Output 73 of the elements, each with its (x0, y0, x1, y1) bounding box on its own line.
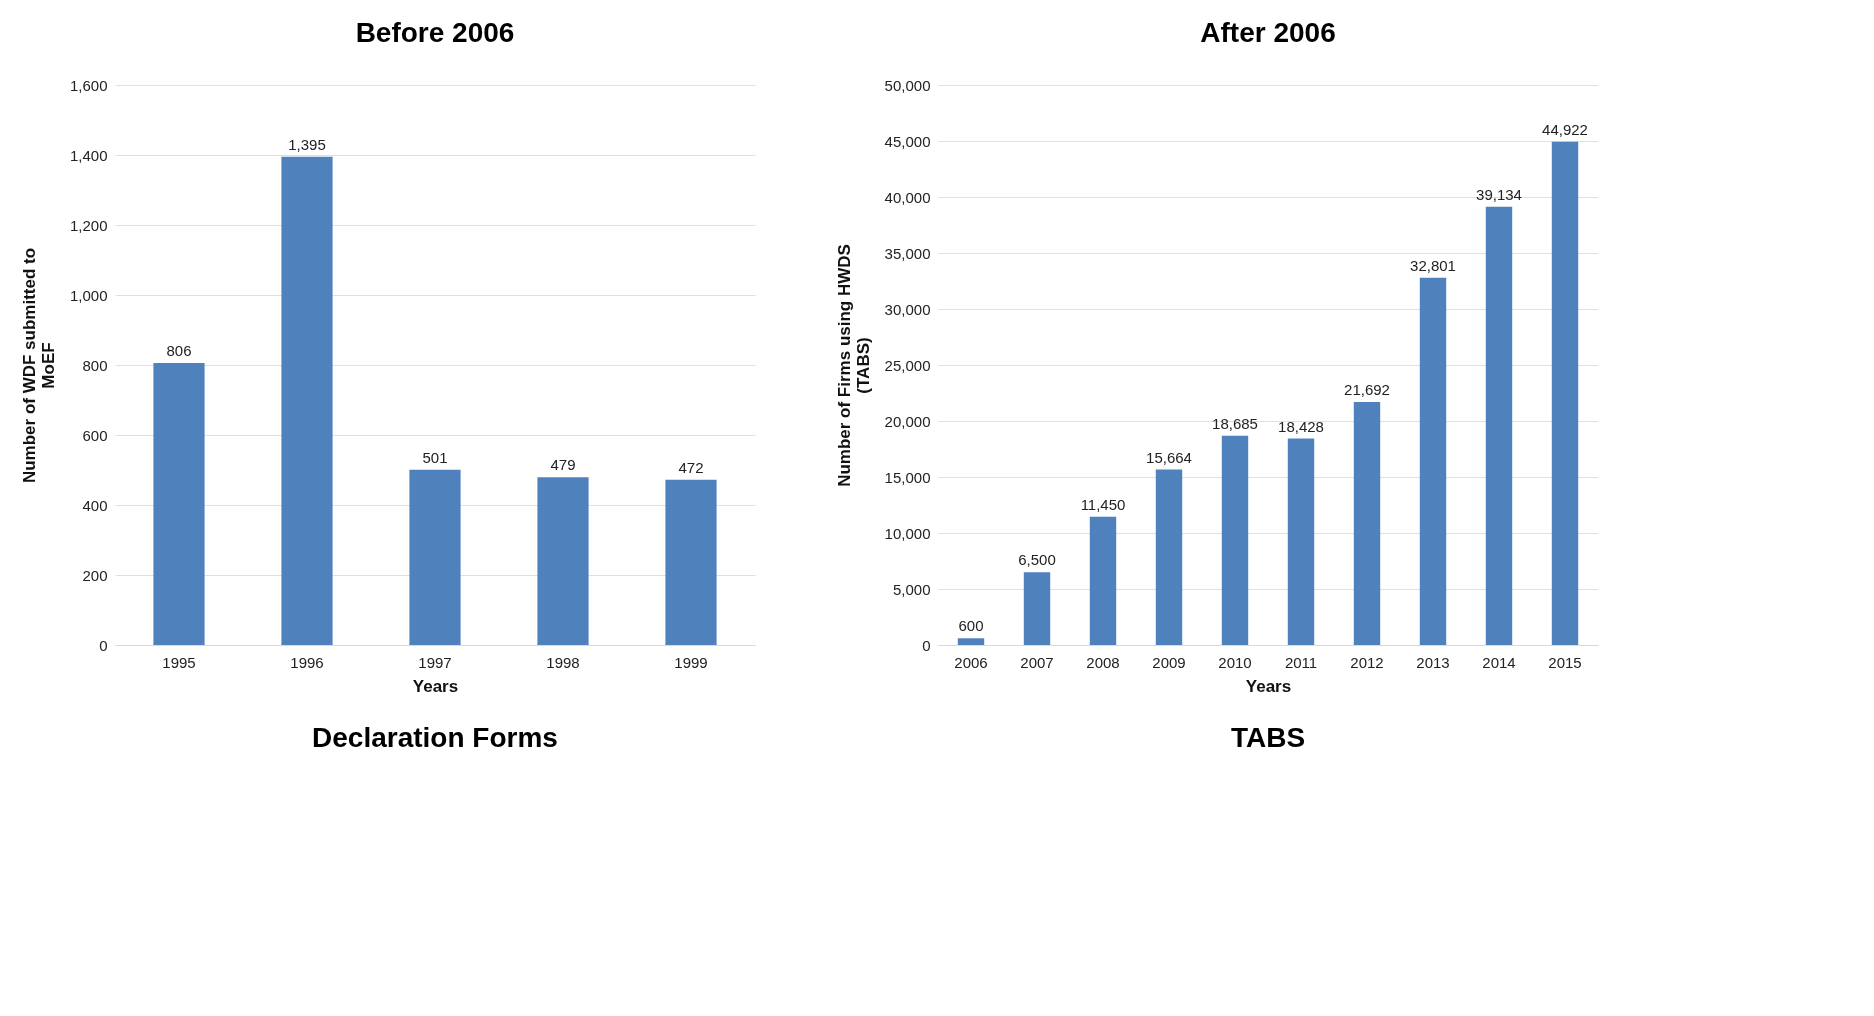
bar (1353, 402, 1381, 645)
data-label: 472 (678, 458, 704, 476)
y-axis-title: Number of WDF submitted to MoEF (19, 247, 58, 484)
bar (1551, 141, 1579, 645)
bar (1287, 438, 1315, 645)
y-tick-label: 200 (82, 566, 108, 584)
data-label: 11,450 (1080, 495, 1126, 513)
data-label: 600 (958, 617, 984, 635)
bar (957, 638, 985, 645)
x-axis-title: Years (412, 676, 459, 696)
data-label: 39,134 (1476, 185, 1522, 203)
y-tick-label: 800 (82, 356, 108, 374)
x-tick-label: 2015 (1548, 653, 1582, 671)
x-tick-label: 1998 (546, 653, 580, 671)
y-tick-label: 25,000 (884, 356, 931, 374)
data-label: 44,922 (1542, 120, 1588, 138)
bar (1221, 435, 1249, 645)
y-tick-label: 40,000 (884, 188, 931, 206)
y-tick-label: 10,000 (884, 524, 931, 542)
x-tick-label: 2008 (1086, 653, 1120, 671)
x-tick-label: 2009 (1152, 653, 1186, 671)
y-tick-label: 35,000 (884, 244, 931, 262)
y-tick-label: 600 (82, 426, 108, 444)
y-tick-label: 30,000 (884, 300, 931, 318)
data-label: 479 (550, 456, 576, 474)
data-label: 501 (422, 448, 448, 466)
y-tick-label: 0 (922, 636, 931, 654)
x-tick-label: 2013 (1416, 653, 1450, 671)
y-tick-label: 5,000 (892, 580, 931, 598)
bar (537, 477, 589, 645)
y-tick-label: 1,200 (69, 216, 108, 234)
y-tick-label: 15,000 (884, 468, 931, 486)
data-label: 32,801 (1410, 256, 1456, 274)
chart-title: Before 2006 (355, 17, 515, 48)
chart-title: After 2006 (1200, 17, 1336, 48)
bar (1089, 516, 1117, 645)
data-label: 806 (166, 341, 192, 359)
data-label: 21,692 (1344, 381, 1390, 399)
bar (281, 156, 333, 645)
bar (153, 362, 205, 645)
data-label: 18,428 (1278, 417, 1324, 435)
x-tick-label: 1996 (290, 653, 324, 671)
y-tick-label: 45,000 (884, 132, 931, 150)
y-tick-label: 0 (99, 636, 108, 654)
y-tick-label: 20,000 (884, 412, 931, 430)
y-tick-label: 50,000 (884, 76, 931, 94)
x-tick-label: 1997 (418, 653, 452, 671)
y-tick-label: 1,400 (69, 146, 108, 164)
data-label: 15,664 (1146, 448, 1192, 466)
data-label: 18,685 (1212, 414, 1258, 432)
x-tick-label: 2007 (1020, 653, 1054, 671)
bar (1155, 469, 1183, 645)
bar (1419, 277, 1447, 645)
bar (1023, 572, 1051, 645)
y-tick-label: 400 (82, 496, 108, 514)
bar (409, 469, 461, 645)
x-axis-title: Years (1245, 676, 1292, 696)
y-axis-title: Number of Firms using HWDS (TABS) (834, 244, 873, 487)
text: TABS (1230, 722, 1306, 753)
x-tick-label: 2010 (1218, 653, 1252, 671)
bar (1485, 206, 1513, 645)
x-tick-label: 2014 (1482, 653, 1516, 671)
y-tick-label: 1,600 (69, 76, 108, 94)
x-tick-label: 2011 (1284, 653, 1318, 671)
text: Declaration Forms (312, 722, 558, 753)
x-tick-label: 1999 (674, 653, 708, 671)
x-tick-label: 1995 (162, 653, 196, 671)
y-tick-label: 1,000 (69, 286, 108, 304)
data-label: 1,395 (288, 135, 326, 153)
x-tick-label: 2006 (954, 653, 988, 671)
bar (665, 479, 717, 645)
data-label: 6,500 (1018, 551, 1056, 569)
x-tick-label: 2012 (1350, 653, 1384, 671)
